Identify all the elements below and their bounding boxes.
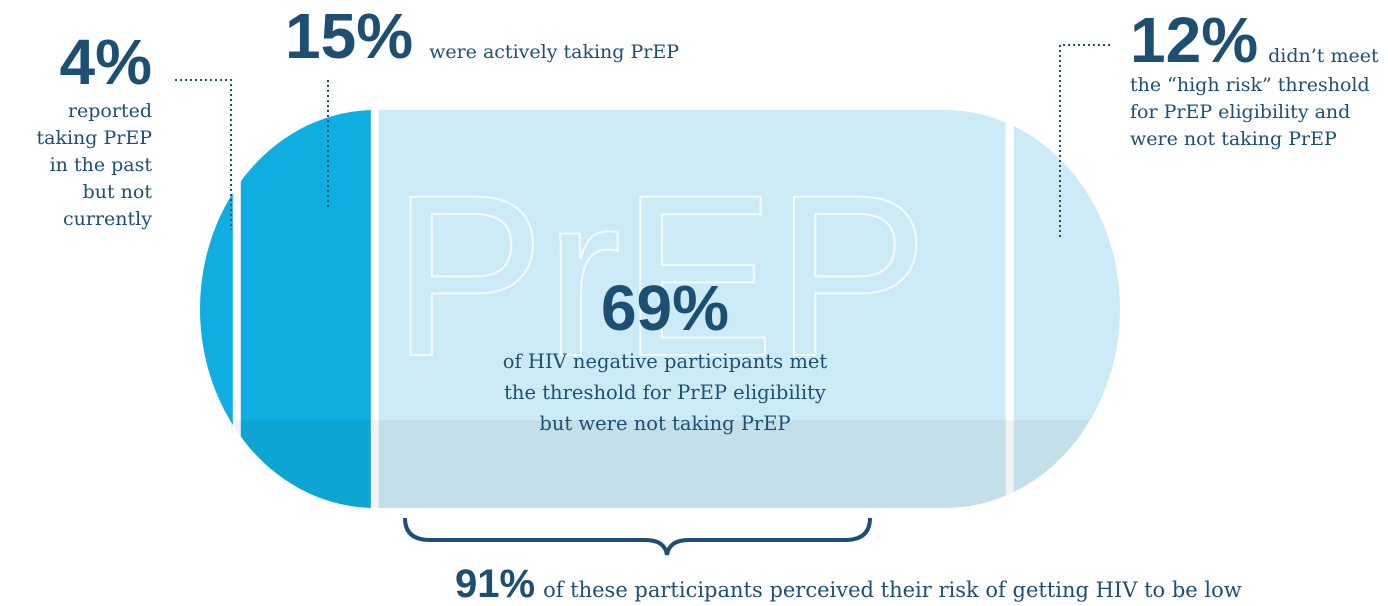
label-block: 69% of HIV negative participants met the… [495,276,835,439]
category-label: reported taking PrEP in the past but not… [20,98,152,233]
category-label: were actively taking PrEP [429,41,679,63]
category-label: of HIV negative participants met the thr… [495,346,835,439]
note: 91% of these participants perceived thei… [455,564,1242,604]
value-label: 15% [285,0,413,72]
leader-line [175,80,231,230]
label-block: 12% didn’t meet the “high risk” threshol… [1130,8,1380,153]
note-text: of these participants perceived their ri… [543,578,1242,602]
infographic: PrEP 4% reported taking PrEP in the past… [0,0,1388,605]
value-label: 4% [20,30,152,94]
label-block: 4% reported taking PrEP in the past but … [20,30,152,233]
pill-segment [200,110,233,508]
brace [405,518,870,555]
label-block: 15% were actively taking PrEP [285,4,679,68]
value-label: 69% [495,276,835,340]
value-label: 12% [1130,4,1258,76]
note-value: 91% [455,562,535,606]
